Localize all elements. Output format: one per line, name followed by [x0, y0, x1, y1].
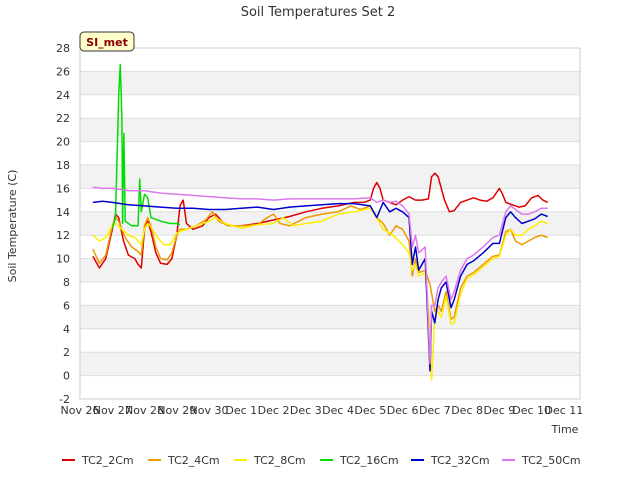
series-line-TC2_4Cm: [92, 205, 548, 321]
x-tick-label: Dec 6: [387, 404, 419, 417]
x-tick-label: Nov 27: [93, 404, 132, 417]
y-tick-label: 0: [63, 370, 70, 383]
series-lines: [92, 63, 549, 382]
y-tick-label: 26: [56, 65, 70, 78]
legend-label: TC2_32Cm: [430, 454, 490, 467]
legend-label: TC2_8Cm: [253, 454, 306, 467]
site-badge-box: [79, 31, 135, 52]
legend-label: TC2_2Cm: [81, 454, 134, 467]
legend-label: TC2_50Cm: [521, 454, 581, 467]
x-tick-label: Dec 8: [451, 404, 483, 417]
x-tick-label: Dec 4: [322, 404, 354, 417]
y-tick-label: 10: [56, 253, 70, 266]
y-tick-label: -2: [59, 393, 70, 406]
x-tick-label: Dec 9: [483, 404, 515, 417]
x-tick-label: Nov 29: [157, 404, 196, 417]
y-tick-label: 8: [63, 276, 70, 289]
series-line-TC2_32Cm: [92, 200, 548, 372]
y-tick-label: 4: [63, 323, 70, 336]
x-tick-label: Dec 1: [225, 404, 257, 417]
x-tick-label: Dec 3: [290, 404, 322, 417]
x-tick-label: Nov 30: [190, 404, 229, 417]
x-tick-label: Dec 5: [354, 404, 386, 417]
legend: TC2_2Cm TC2_4Cm TC2_8Cm TC2_16Cm TC2_32Cm TC2…: [62, 454, 581, 467]
y-tick-label: 20: [56, 136, 70, 149]
x-tick-label: Dec 10: [512, 404, 551, 417]
y-tick-label: 2: [63, 346, 70, 359]
y-tick-label: 24: [56, 89, 70, 102]
x-tick-label: Dec 11: [544, 404, 583, 417]
y-tick-label: 12: [56, 229, 70, 242]
plot-band: [80, 118, 580, 142]
plot-band: [80, 211, 580, 236]
y-axis-title: Soil Temperature (C): [6, 170, 19, 283]
legend-label: TC2_16Cm: [339, 454, 399, 467]
x-tick-label: Nov 26: [61, 404, 100, 417]
y-tick-label: 6: [63, 299, 70, 312]
plot-band: [80, 352, 580, 376]
plot-band: [80, 305, 580, 329]
y-tick-label: 22: [56, 112, 70, 125]
chart-title: Soil Temperatures Set 2: [241, 5, 396, 20]
plot-bands: [80, 71, 580, 376]
x-tick-label: Dec 2: [258, 404, 290, 417]
x-axis-title: Time: [551, 423, 579, 436]
site-badge: SI_met: [79, 31, 135, 52]
legend-label: TC2_4Cm: [167, 454, 220, 467]
y-tick-label: 18: [56, 159, 70, 172]
y-tick-label: 16: [56, 182, 70, 195]
plot-band: [80, 258, 580, 282]
x-tick-label: Nov 28: [125, 404, 164, 417]
site-badge-label: SI_met: [86, 36, 128, 49]
plot-frame: [79, 47, 581, 400]
y-tick-label: 14: [56, 206, 70, 219]
plot-band: [80, 165, 580, 189]
series-line-TC2_16Cm: [111, 63, 181, 229]
series-line-TC2_50Cm: [92, 186, 548, 365]
x-tick-label: Dec 7: [419, 404, 451, 417]
y-tick-label: 28: [56, 42, 70, 55]
plot-band: [80, 71, 580, 95]
